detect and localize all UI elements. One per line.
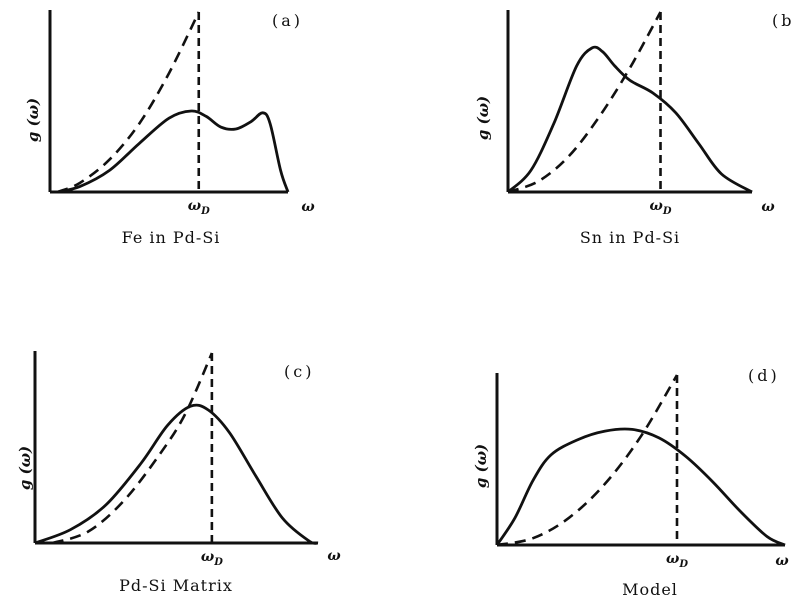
y-axis-label: g (ω) [24,98,42,142]
panel-label: (b [772,11,794,30]
x-axis-label: ω [301,199,315,215]
x-axis-label: ω [775,553,789,569]
spectrum-solid-curve [34,403,319,545]
x-axis-label: ω [761,199,775,215]
panel-d: ωD ω g (ω) (d) Model [472,366,789,599]
omega-d-label: ωD [666,551,688,570]
x-axis-label: ω [327,548,341,564]
panel-label: (c) [284,362,314,381]
y-axis-label: g (ω) [16,446,34,490]
panel-caption: Pd-Si Matrix [119,576,233,595]
omega-d-label: ωD [649,198,671,217]
spectrum-solid-curve [495,427,786,547]
spectrum-solid-curve [57,109,290,194]
panel-c: ωD ω g (ω) (c) Pd-Si Matrix [16,351,341,595]
panel-label: (a) [272,11,303,30]
omega-d-label: ωD [188,198,210,217]
debye-dashed-curve [507,11,662,194]
panel-b: ωD ω g (ω) (b Sn in Pd-Si [474,10,794,247]
debye-dashed-curve [496,374,679,547]
panel-a: ωD ω g (ω) (a) Fe in Pd-Si [24,10,315,247]
debye-dashed-curve [56,11,200,194]
y-axis-label: g (ω) [472,444,490,488]
panel-caption: Fe in Pd-Si [122,228,221,247]
debye-dashed-curve [52,352,214,545]
spectrum-solid-curve [507,45,753,194]
panel-caption: Sn in Pd-Si [580,228,680,247]
omega-d-label: ωD [201,549,223,568]
panel-label: (d) [748,366,780,385]
y-axis-label: g (ω) [474,96,492,140]
panel-caption: Model [622,580,678,599]
